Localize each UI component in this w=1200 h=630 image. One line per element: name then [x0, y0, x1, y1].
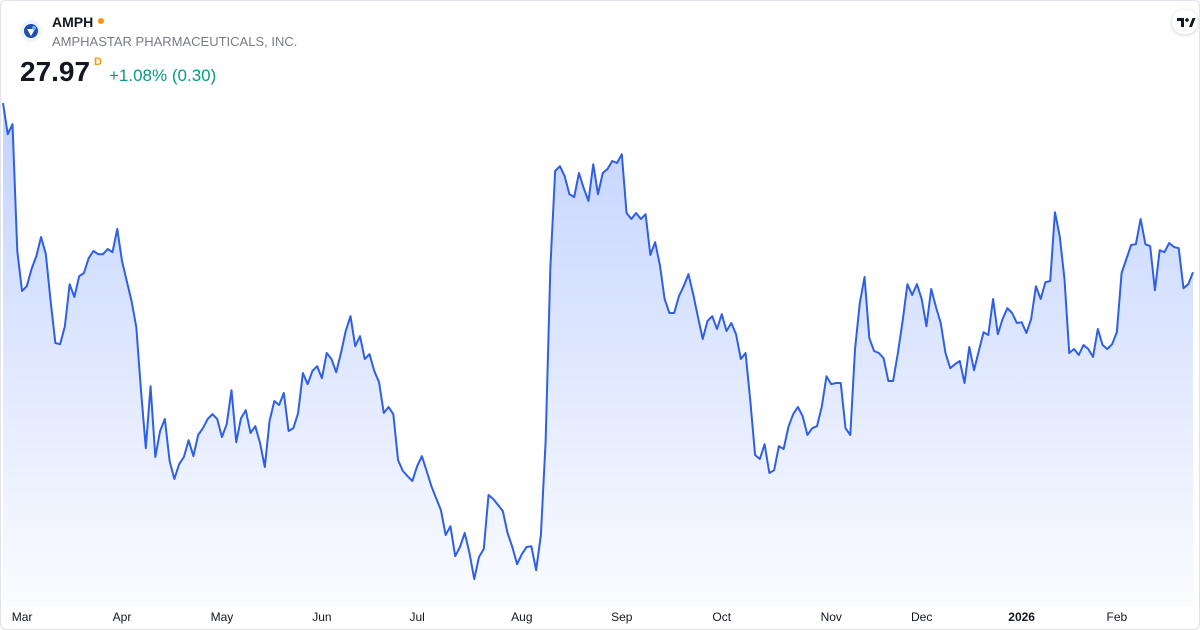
- brand-icon: [1177, 18, 1196, 27]
- brand-logo[interactable]: [1172, 10, 1198, 34]
- x-tick-label: May: [211, 610, 234, 624]
- market-status-dot: [98, 18, 104, 24]
- x-tick-label: Dec: [911, 610, 932, 624]
- interval: D: [94, 56, 102, 68]
- last-price: 27.97: [20, 56, 91, 87]
- company-logo: [20, 20, 42, 42]
- price-line: [2, 102, 1194, 580]
- x-tick-label: Jul: [409, 610, 424, 624]
- x-tick-label: Mar: [12, 610, 33, 624]
- price-change: +1.08% (0.30): [109, 66, 217, 85]
- logo-icon: [24, 24, 38, 38]
- x-tick-label: Sep: [611, 610, 633, 624]
- x-tick-label: Oct: [712, 610, 731, 624]
- x-tick-label: Nov: [821, 610, 842, 624]
- price-area: [3, 103, 1193, 607]
- x-tick-label: Feb: [1106, 610, 1127, 624]
- ticker: AMPH: [52, 14, 94, 30]
- x-tick-label: Aug: [511, 610, 532, 624]
- x-tick-label: Apr: [113, 610, 132, 624]
- x-tick-label: Jun: [312, 610, 331, 624]
- x-tick-label: 2026: [1008, 610, 1035, 624]
- company-name: AMPHASTAR PHARMACEUTICALS, INC.: [52, 34, 298, 49]
